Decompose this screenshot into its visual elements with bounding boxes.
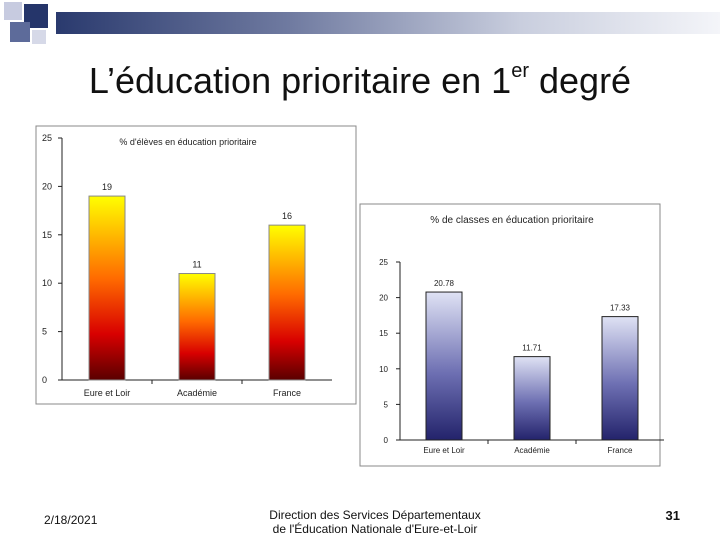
classes-value-label: 20.78 [434, 279, 455, 288]
students-bar [178, 273, 216, 381]
footer-line-2: de l'Éducation Nationale d'Eure-et-Loir [272, 522, 478, 536]
deco-square [32, 30, 46, 44]
students-value-label: 16 [282, 211, 292, 221]
classes-y-tick-label: 20 [379, 294, 388, 303]
students-category-label: Académie [177, 388, 217, 398]
students-y-tick-label: 25 [42, 133, 52, 143]
classes-category-label: Eure et Loir [423, 446, 465, 455]
students-value-label: 11 [192, 260, 201, 270]
classes-y-tick-label: 15 [379, 329, 388, 338]
students-y-tick-label: 5 [42, 327, 47, 337]
title-superscript: er [511, 60, 529, 82]
students-y-tick-label: 20 [42, 181, 52, 191]
footer-date: 2/18/2021 [44, 513, 98, 527]
footer-line-1: Direction des Services Départementaux [269, 508, 481, 522]
slide-title: L’éducation prioritaire en 1er degré [0, 60, 720, 102]
classes-y-tick-label: 25 [379, 258, 388, 267]
students-value-label: 19 [102, 182, 112, 192]
students-y-tick-label: 0 [42, 375, 47, 385]
students-bar [88, 195, 126, 381]
chart-classes-title: % de classes en éducation prioritaire [430, 215, 594, 226]
classes-y-tick-label: 0 [384, 436, 389, 445]
page-number: 31 [665, 508, 680, 523]
deco-square [10, 22, 30, 42]
students-y-tick-label: 10 [42, 278, 52, 288]
classes-y-tick-label: 5 [384, 400, 389, 409]
students-category-label: Eure et Loir [84, 388, 131, 398]
deco-square [4, 2, 22, 20]
classes-bar [601, 316, 639, 441]
title-main: L’éducation prioritaire en 1 [88, 60, 512, 101]
classes-bar [513, 356, 551, 441]
classes-value-label: 17.33 [610, 304, 631, 313]
chart-students-title: % d'élèves en éducation prioritaire [119, 137, 256, 147]
classes-y-tick-label: 10 [379, 365, 388, 374]
header-band [56, 12, 720, 34]
classes-category-label: Académie [514, 446, 550, 455]
classes-category-label: France [608, 446, 633, 455]
students-bar [268, 224, 306, 381]
chart-classes: % de classes en éducation prioritaire 0 5… [359, 203, 664, 467]
footer-organization: Direction des Services Départementaux de… [240, 508, 510, 536]
chart-students: % d'élèves en éducation prioritaire 0 5 10… [35, 125, 357, 405]
students-y-tick-label: 15 [42, 230, 52, 240]
classes-bar [425, 291, 463, 441]
title-end: degré [529, 60, 632, 101]
students-category-label: France [273, 388, 301, 398]
classes-value-label: 11.71 [522, 344, 542, 353]
